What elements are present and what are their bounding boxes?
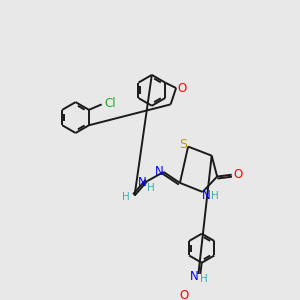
Text: H: H bbox=[200, 274, 207, 284]
Text: Cl: Cl bbox=[104, 97, 116, 110]
Text: H: H bbox=[122, 192, 129, 203]
Text: O: O bbox=[233, 168, 243, 181]
Text: O: O bbox=[179, 289, 188, 300]
Text: N: N bbox=[155, 165, 164, 178]
Text: H: H bbox=[147, 183, 155, 193]
Text: O: O bbox=[177, 82, 186, 95]
Text: N: N bbox=[190, 270, 199, 283]
Text: N: N bbox=[138, 176, 147, 189]
Text: N: N bbox=[202, 189, 211, 202]
Text: H: H bbox=[212, 190, 219, 201]
Text: S: S bbox=[179, 138, 187, 151]
